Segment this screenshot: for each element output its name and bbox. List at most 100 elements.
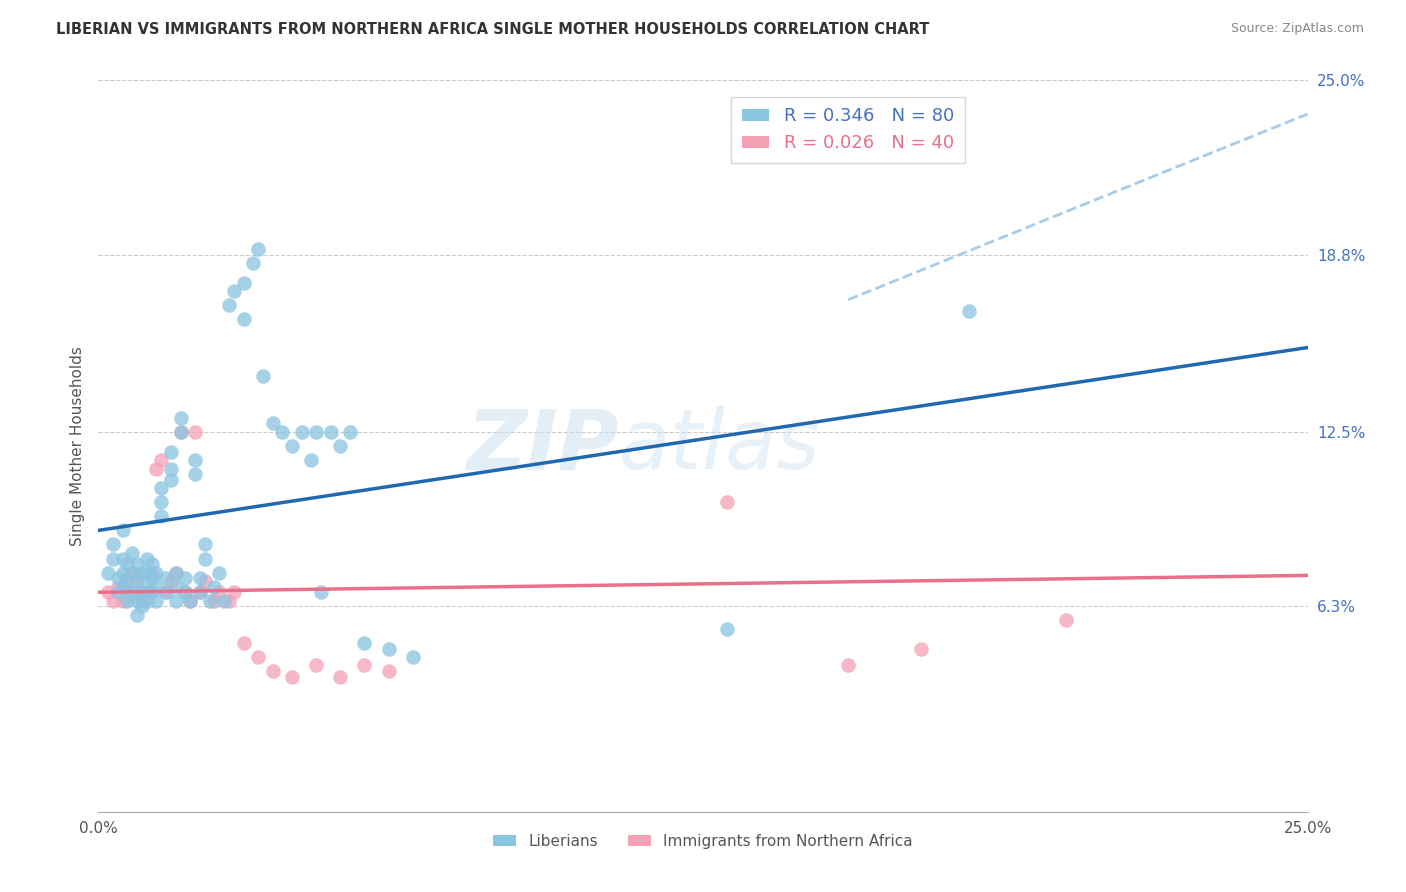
Point <box>353 636 375 650</box>
Point <box>111 551 134 566</box>
Point <box>174 585 197 599</box>
Point <box>305 658 328 673</box>
Point <box>97 585 120 599</box>
Text: Source: ZipAtlas.com: Source: ZipAtlas.com <box>1230 22 1364 36</box>
Point <box>165 593 187 607</box>
Point <box>155 585 177 599</box>
Point <box>169 425 191 439</box>
Point <box>309 585 332 599</box>
Point <box>141 566 163 580</box>
Point <box>131 566 153 580</box>
Point <box>141 585 163 599</box>
Point <box>247 242 270 256</box>
Point <box>141 557 163 571</box>
Point <box>232 276 254 290</box>
Point <box>107 580 129 594</box>
Point <box>194 574 217 588</box>
Point <box>135 566 157 580</box>
Point <box>111 593 134 607</box>
Point <box>339 425 361 439</box>
Point <box>111 580 134 594</box>
Point <box>145 593 167 607</box>
Point <box>117 574 139 588</box>
Point <box>117 557 139 571</box>
Point <box>184 453 207 467</box>
Point <box>111 524 134 538</box>
Point <box>957 304 980 318</box>
Point <box>131 585 153 599</box>
Point <box>169 410 191 425</box>
Point <box>150 453 173 467</box>
Point <box>232 312 254 326</box>
Point <box>353 658 375 673</box>
Point <box>155 571 177 585</box>
Point <box>716 622 738 636</box>
Point <box>145 566 167 580</box>
Point <box>165 580 187 594</box>
Point <box>290 425 312 439</box>
Point <box>262 417 284 431</box>
Point <box>271 425 294 439</box>
Point <box>150 481 173 495</box>
Point <box>160 574 183 588</box>
Point <box>174 571 197 585</box>
Point <box>107 585 129 599</box>
Point <box>107 571 129 585</box>
Point <box>204 593 226 607</box>
Point <box>131 599 153 614</box>
Point <box>319 425 342 439</box>
Point <box>135 585 157 599</box>
Point <box>179 593 201 607</box>
Point <box>377 641 399 656</box>
Point <box>135 551 157 566</box>
Point <box>160 473 183 487</box>
Point <box>194 551 217 566</box>
Point <box>212 593 235 607</box>
Point <box>184 467 207 482</box>
Point <box>150 509 173 524</box>
Point <box>329 670 352 684</box>
Point <box>837 658 859 673</box>
Point <box>281 439 304 453</box>
Point <box>135 593 157 607</box>
Text: atlas: atlas <box>619 406 820 486</box>
Point <box>145 580 167 594</box>
Point <box>101 593 124 607</box>
Point <box>222 285 245 299</box>
Point <box>184 425 207 439</box>
Point <box>242 256 264 270</box>
Point <box>910 641 932 656</box>
Point <box>111 580 134 594</box>
Point <box>150 495 173 509</box>
Point <box>127 607 149 622</box>
Point <box>127 574 149 588</box>
Point <box>127 593 149 607</box>
Point <box>188 585 211 599</box>
Point <box>117 593 139 607</box>
Point <box>117 585 139 599</box>
Point <box>121 566 143 580</box>
Point <box>262 664 284 678</box>
Point <box>101 551 124 566</box>
Point <box>131 593 153 607</box>
Point <box>121 585 143 599</box>
Point <box>127 585 149 599</box>
Point <box>218 298 240 312</box>
Point <box>117 571 139 585</box>
Y-axis label: Single Mother Households: Single Mother Households <box>69 346 84 546</box>
Text: ZIP: ZIP <box>465 406 619 486</box>
Point <box>252 368 274 383</box>
Point <box>194 537 217 551</box>
Point <box>247 650 270 665</box>
Point <box>121 546 143 560</box>
Point <box>141 571 163 585</box>
Point <box>145 461 167 475</box>
Point <box>127 557 149 571</box>
Point <box>299 453 322 467</box>
Point <box>160 444 183 458</box>
Point <box>165 566 187 580</box>
Point <box>165 566 187 580</box>
Point <box>179 593 201 607</box>
Point <box>135 580 157 594</box>
Point <box>97 566 120 580</box>
